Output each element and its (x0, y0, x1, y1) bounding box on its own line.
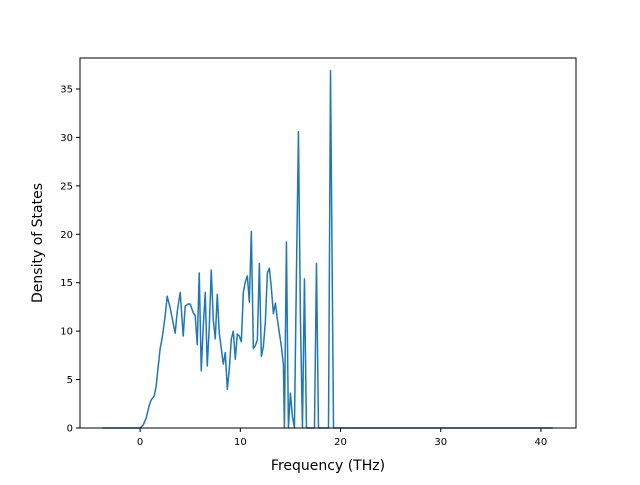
ticks-layer: 0 10 20 30 40 0 5 10 15 20 25 30 35 (60, 84, 547, 448)
y-tick-label: 10 (60, 327, 73, 338)
y-tick-label: 15 (60, 278, 73, 289)
y-tick-label: 35 (60, 84, 73, 95)
series-layer (102, 69, 553, 429)
x-tick-label: 30 (434, 437, 447, 448)
x-tick-label: 40 (535, 437, 548, 448)
x-tick-label: 0 (137, 437, 143, 448)
y-axis-label: Density of States (30, 183, 46, 303)
dos-series-line (102, 69, 553, 429)
x-tick-label: 20 (334, 437, 347, 448)
y-tick-label: 0 (67, 424, 73, 435)
y-tick-label: 30 (60, 133, 73, 144)
y-tick-label: 20 (60, 230, 73, 241)
plot-area (80, 58, 576, 428)
plot-frame (79, 57, 577, 429)
y-tick-label: 5 (67, 375, 73, 386)
y-tick-label: 25 (60, 181, 73, 192)
x-axis-label: Frequency (THz) (271, 458, 385, 474)
x-tick-label: 10 (234, 437, 247, 448)
